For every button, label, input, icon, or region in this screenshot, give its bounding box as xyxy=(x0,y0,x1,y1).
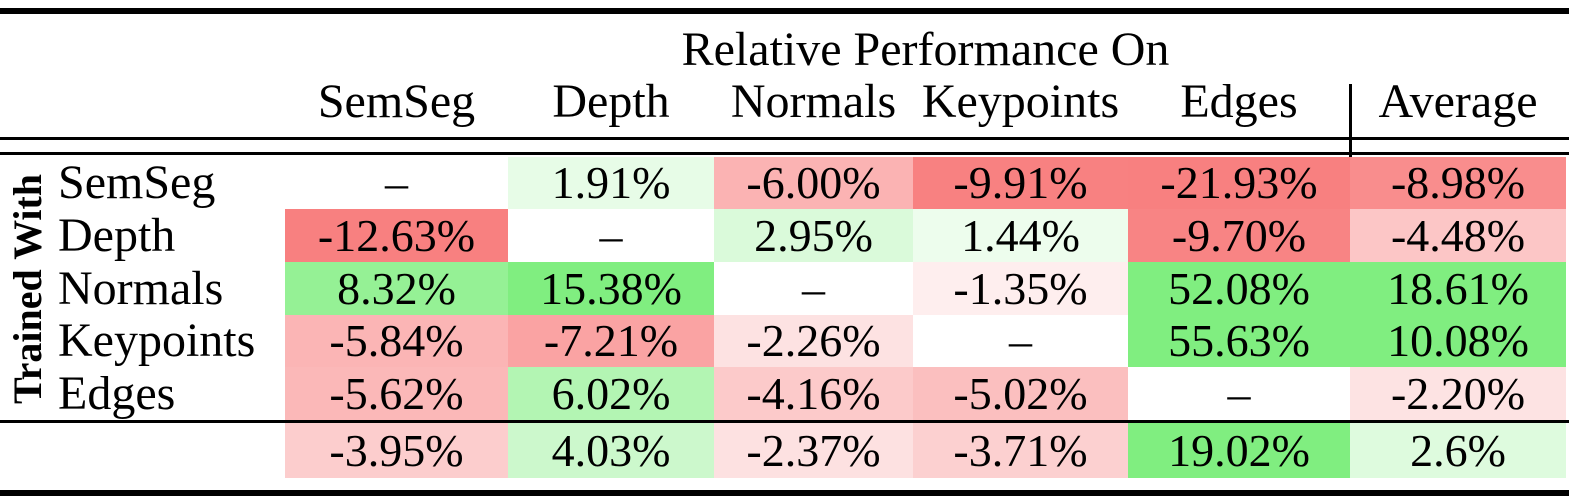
col-header-semseg: SemSeg xyxy=(317,75,476,128)
value-cell-normals-keypoints: -1.35% xyxy=(913,262,1128,315)
row-label-semseg: SemSeg xyxy=(58,156,216,209)
value-cell-normals-edges: 52.08% xyxy=(1128,262,1350,315)
value-cell-normals-semseg: 8.32% xyxy=(285,262,508,315)
value-cell-semseg-edges: -21.93% xyxy=(1128,157,1350,209)
row-label-depth: Depth xyxy=(58,208,176,262)
value-cell-semseg-keypoints: -9.91% xyxy=(913,157,1128,209)
col-header-edges: Edges xyxy=(1180,75,1298,128)
value-cell-normals-normals: – xyxy=(714,262,913,315)
value-cell-edges-normals: -4.16% xyxy=(714,367,913,420)
value-cell-keypoints-depth: -7.21% xyxy=(508,315,714,367)
summary-row: -3.95% 4.03% -2.37% -3.71% 19.02% 2.6% xyxy=(0,423,1567,478)
double-rule-gap-row xyxy=(0,134,1566,157)
value-cell-keypoints-edges: 55.63% xyxy=(1128,315,1350,367)
value-cell-edges-edges: – xyxy=(1128,367,1350,420)
value-cell-depth-keypoints: 1.44% xyxy=(913,209,1128,262)
summary-row-label xyxy=(55,423,285,478)
title-spacer xyxy=(0,18,285,78)
value-cell-keypoints-normals: -2.26% xyxy=(714,315,913,367)
value-cell-edges-keypoints: -5.02% xyxy=(913,367,1128,420)
value-cell-edges-average: -2.20% xyxy=(1350,367,1567,420)
value-cell-summary-keypoints: -3.71% xyxy=(913,423,1128,478)
table-row: Edges -5.62% 6.02% -4.16% -5.02% – -2.20% xyxy=(0,366,1567,420)
value-cell-normals-average: 18.61% xyxy=(1350,262,1567,315)
column-header-row: SemSeg Depth Normals Keypoints Edges Ave… xyxy=(0,78,1566,134)
table-row: Normals 8.32% 15.38% – -1.35% 52.08% 18.61% xyxy=(0,261,1567,315)
value-cell-normals-depth: 15.38% xyxy=(508,262,714,315)
summary-rule xyxy=(0,420,1569,423)
table-row: Depth -12.63% –2.95% 1.44% -9.70% -4.48% xyxy=(0,208,1567,262)
header-double-rule-2 xyxy=(0,152,1569,155)
value-cell-keypoints-average: 10.08% xyxy=(1350,315,1567,367)
performance-table: Relative Performance On SemSeg Depth Nor… xyxy=(0,18,1567,478)
col-header-keypoints: Keypoints xyxy=(921,75,1120,128)
value-cell-edges-semseg: -5.62% xyxy=(285,367,508,420)
value-cell-summary-edges: 19.02% xyxy=(1128,423,1350,478)
header-spacer xyxy=(0,78,285,134)
row-axis-cell: Trained With xyxy=(0,157,55,420)
header-double-rule-1 xyxy=(0,137,1569,140)
value-cell-depth-average: -4.48% xyxy=(1350,209,1567,262)
value-cell-depth-semseg: -12.63% xyxy=(285,209,508,262)
top-rule xyxy=(0,8,1569,14)
row-label-keypoints: Keypoints xyxy=(58,314,256,367)
row-label-edges: Edges xyxy=(58,366,176,420)
value-cell-edges-depth: 6.02% xyxy=(508,367,714,420)
value-cell-semseg-depth: 1.91% xyxy=(508,157,714,209)
summary-axis-spacer xyxy=(0,423,55,478)
col-header-normals: Normals xyxy=(730,75,897,128)
value-cell-depth-edges: -9.70% xyxy=(1128,209,1350,262)
value-cell-summary-normals: -2.37% xyxy=(714,423,913,478)
value-cell-keypoints-keypoints: – xyxy=(913,315,1128,367)
value-cell-semseg-normals: -6.00% xyxy=(714,157,913,209)
value-cell-semseg-semseg: – xyxy=(285,157,508,209)
value-cell-summary-depth: 4.03% xyxy=(508,423,714,478)
value-cell-depth-depth: – xyxy=(508,209,714,262)
row-label-normals: Normals xyxy=(58,261,224,315)
table-title: Relative Performance On xyxy=(681,23,1170,76)
value-cell-summary-semseg: -3.95% xyxy=(285,423,508,478)
table-row: Trained With SemSeg –1.91% -6.00% -9.91% -21.… xyxy=(0,156,1567,404)
title-row: Relative Performance On xyxy=(0,18,1566,78)
table-body: Trained With SemSeg –1.91% -6.00% -9.91% -21.… xyxy=(0,156,1567,478)
value-cell-semseg-average: -8.98% xyxy=(1350,157,1567,209)
table-row: Keypoints -5.84% -7.21% -2.26% –55.63% 10.08% xyxy=(0,314,1567,367)
col-header-average: Average xyxy=(1378,75,1538,128)
col-header-depth: Depth xyxy=(552,75,670,128)
bottom-rule xyxy=(0,490,1569,496)
row-axis-label: Trained With xyxy=(4,173,50,404)
value-cell-summary-average: 2.6% xyxy=(1350,423,1567,478)
value-cell-depth-normals: 2.95% xyxy=(714,209,913,262)
value-cell-keypoints-semseg: -5.84% xyxy=(285,315,508,367)
